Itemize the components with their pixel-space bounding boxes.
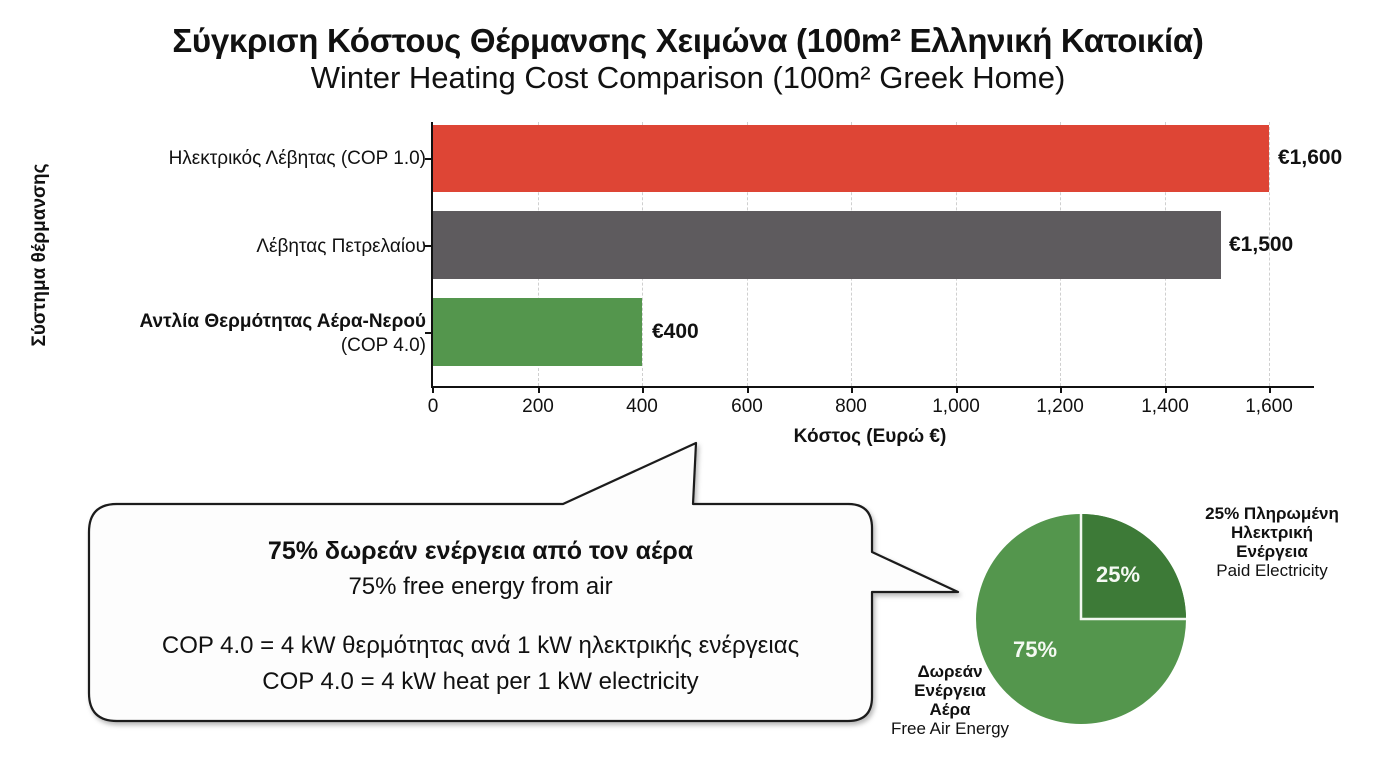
x-tick bbox=[956, 386, 958, 393]
x-tick bbox=[1060, 386, 1062, 393]
x-tick-label: 400 bbox=[626, 396, 658, 417]
x-tick bbox=[1165, 386, 1167, 393]
category-label-heat-pump-cop: (COP 4.0) bbox=[340, 335, 426, 356]
pie-legend-paid-en: Paid Electricity bbox=[1216, 561, 1328, 580]
pie-legend-paid: 25% Πληρωμένη Ηλεκτρική Ενέργεια Paid El… bbox=[1172, 504, 1372, 580]
x-axis bbox=[431, 386, 1314, 388]
x-tick bbox=[538, 386, 540, 393]
pie-legend-paid-l1: 25% Πληρωμένη bbox=[1205, 504, 1339, 523]
pie-legend-free-l2: Ενέργεια bbox=[914, 681, 986, 700]
x-tick-label: 200 bbox=[522, 396, 554, 417]
pie-legend-free-l1: Δωρεάν bbox=[917, 662, 983, 681]
x-tick-label: 1,200 bbox=[1036, 396, 1084, 417]
chart-title: Σύγκριση Κόστους Θέρμανσης Χειμώνα (100m… bbox=[172, 22, 1204, 59]
callout-headline: 75% δωρεάν ενέργεια από τον αέρα bbox=[267, 537, 694, 565]
callout-subheadline: 75% free energy from air bbox=[348, 573, 613, 600]
category-label-heat-pump: Αντλία Θερμότητας Αέρα-Νερού bbox=[139, 311, 426, 332]
category-label-electric-boiler: Ηλεκτρικός Λέβητας (COP 1.0) bbox=[168, 148, 426, 169]
callout-cop-en: COP 4.0 = 4 kW heat per 1 kW electricity bbox=[262, 668, 699, 695]
x-tick-label: 1,000 bbox=[932, 396, 980, 417]
value-label-oil-boiler: €1,500 bbox=[1229, 233, 1294, 256]
pie-label-paid-pct: 25% bbox=[1096, 562, 1141, 587]
gridline bbox=[1269, 122, 1270, 386]
bar-oil-boiler bbox=[433, 211, 1221, 279]
x-tick-label: 1,600 bbox=[1245, 396, 1293, 417]
x-tick-label: 1,400 bbox=[1141, 396, 1189, 417]
y-axis bbox=[431, 122, 433, 387]
bar-electric-boiler bbox=[433, 125, 1269, 192]
y-tick bbox=[425, 245, 432, 247]
pie-legend-free: Δωρεάν Ενέργεια Αέρα Free Air Energy bbox=[870, 662, 1030, 738]
pie-legend-paid-l3: Ενέργεια bbox=[1236, 542, 1308, 561]
pie-slice-paid bbox=[1081, 514, 1186, 619]
x-tick bbox=[642, 386, 644, 393]
category-label-oil-boiler: Λέβητας Πετρελαίου bbox=[256, 236, 426, 257]
bar-heat-pump bbox=[433, 298, 642, 366]
x-tick bbox=[747, 386, 749, 393]
pie-label-free-pct: 75% bbox=[1013, 637, 1058, 662]
pie-legend-free-en: Free Air Energy bbox=[890, 719, 1010, 738]
callout-cop-gr: COP 4.0 = 4 kW θερμότητας ανά 1 kW ηλεκτ… bbox=[161, 632, 800, 659]
x-tick-label: 600 bbox=[731, 396, 763, 417]
value-label-heat-pump: €400 bbox=[652, 320, 699, 343]
chart-subtitle: Winter Heating Cost Comparison (100m² Gr… bbox=[310, 60, 1066, 95]
pie-legend-paid-l2: Ηλεκτρική bbox=[1231, 523, 1313, 542]
x-tick-label: 800 bbox=[835, 396, 867, 417]
value-label-electric-boiler: €1,600 bbox=[1278, 146, 1343, 169]
x-tick bbox=[851, 386, 853, 393]
pie-chart bbox=[976, 514, 1186, 724]
x-tick bbox=[432, 386, 434, 393]
y-tick bbox=[425, 332, 432, 334]
pie-legend-free-l3: Αέρα bbox=[929, 700, 971, 719]
y-tick bbox=[425, 158, 432, 160]
x-tick-label: 0 bbox=[427, 396, 439, 417]
x-axis-title: Κόστος (Ευρώ €) bbox=[793, 426, 947, 447]
x-tick bbox=[1269, 386, 1271, 393]
